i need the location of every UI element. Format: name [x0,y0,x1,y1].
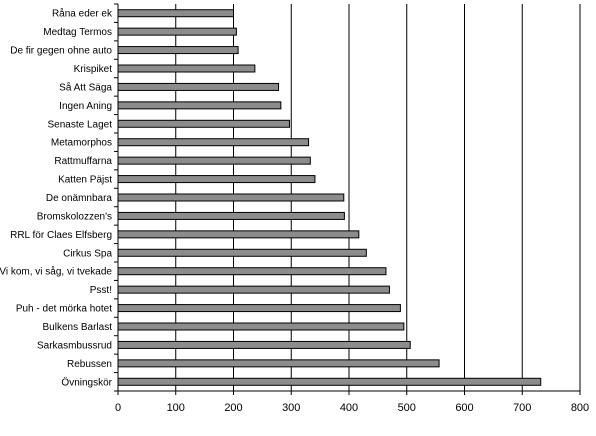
category-label: Rattmuffarna [54,156,112,167]
category-label: Rebussen [67,359,112,370]
x-tick-label: 300 [282,402,300,414]
category-label: Sarkasmbussrud [37,340,112,351]
category-label: Övningskör [61,376,112,388]
x-tick-label: 800 [571,402,589,414]
category-label: Senaste Laget [48,119,113,130]
category-label: Så Att Säga [59,81,112,93]
bar [117,230,360,239]
category-label: RRL för Claes Elfsberg [10,230,112,241]
x-tick-label: 100 [167,402,185,414]
category-label: Katten Päjst [58,175,112,186]
bar [117,248,367,257]
x-tick-label: 400 [340,402,358,414]
bar [117,193,345,202]
bar [117,46,239,55]
bar [117,377,542,386]
bar [117,64,256,73]
category-label: Ingen Aning [59,101,112,112]
category-label: Bulkens Barlast [43,322,113,333]
x-tick-label: 200 [224,402,242,414]
bar [117,285,390,294]
category-label: Krispiket [74,64,113,75]
category-label: Råna eder ek [52,8,113,20]
tick-labels: 0 100 200 300 400 500 600 700 800 [115,402,589,414]
category-label: Metamorphos [51,138,112,149]
bar [117,156,311,165]
category-label: Vi kom, vi såg, vi tvekade [0,266,112,278]
bar [117,322,405,331]
axes [114,3,581,395]
category-label: Puh - det mörka hotet [16,304,112,315]
category-labels: Råna eder ek Medtag Termos De fir gegen oh… [0,8,113,389]
bar [117,27,237,36]
category-label: De fir gegen ohne auto [10,46,112,57]
bar [117,211,345,220]
category-label: Cirkus Spa [63,248,112,259]
bar [117,340,411,349]
category-label: Psst! [90,285,112,296]
bar [117,101,282,110]
bar [117,138,310,147]
bar [117,119,291,128]
category-label: De onämnbara [46,193,113,204]
bar [117,304,401,313]
x-tick-label: 500 [398,402,416,414]
category-label: Bromskolozzen's [37,211,112,222]
x-tick-label: 700 [513,402,531,414]
bar [117,9,234,18]
x-tick-label: 600 [455,402,473,414]
bar [117,267,387,276]
category-label: Medtag Termos [43,27,112,38]
bar [117,82,280,91]
bars [117,9,542,386]
bar [117,359,440,368]
x-tick-label: 0 [115,402,121,414]
bar [117,175,316,184]
